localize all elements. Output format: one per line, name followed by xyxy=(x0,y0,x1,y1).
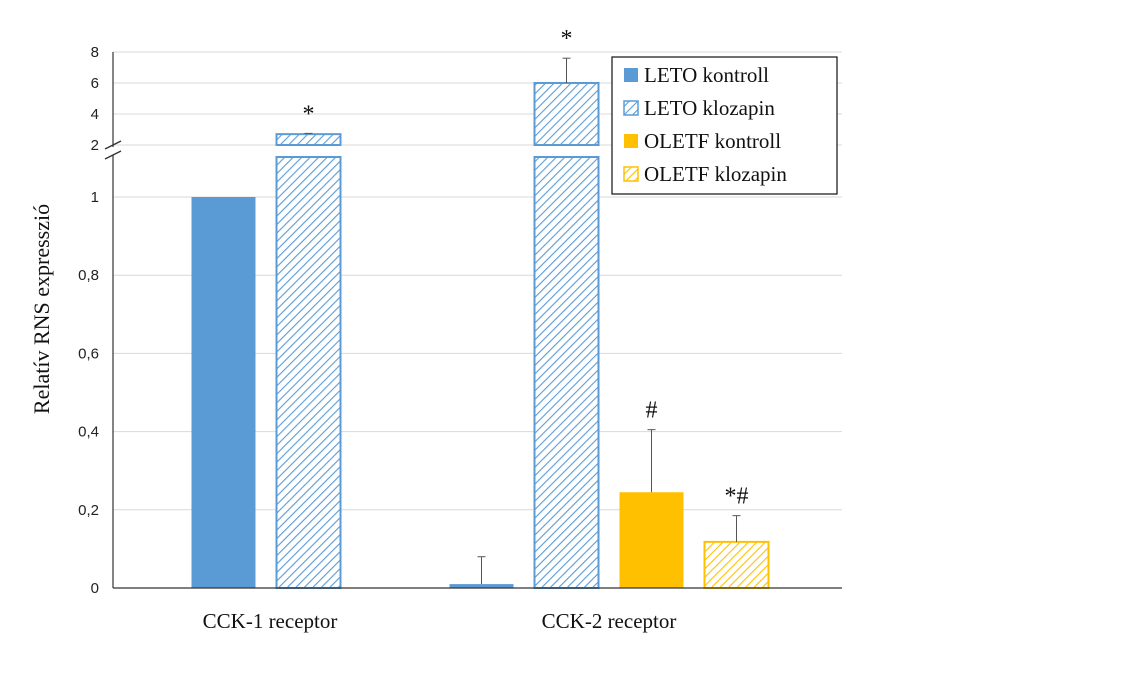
bar-leto-kontroll-1 xyxy=(191,197,256,588)
y-tick-label: 2 xyxy=(91,137,99,154)
error-bars xyxy=(304,57,741,585)
y-tick-label: 0,6 xyxy=(78,345,99,362)
significance-marker: * xyxy=(561,26,573,52)
axis-break-mark xyxy=(104,140,122,150)
legend-entry: OLETF kontroll xyxy=(644,129,781,153)
y-tick-label: 6 xyxy=(91,75,99,92)
y-tick-label: 0,8 xyxy=(78,267,99,284)
y-tick-label: 1 xyxy=(91,189,99,206)
x-category-label: CCK-1 receptor xyxy=(203,609,338,633)
significance-marker: # xyxy=(646,398,658,424)
y-tick-label: 4 xyxy=(91,106,99,123)
legend-entry: LETO klozapin xyxy=(644,96,775,120)
axes: 0 0,2 0,4 0,6 0,8 1 2 4 6 8 CCK-1 receptor CCK-2 re… xyxy=(78,44,842,633)
bar-leto-klozapin-2-upper xyxy=(533,82,600,146)
y-tick-label: 0 xyxy=(91,580,99,597)
legend-swatch xyxy=(623,166,639,182)
bar-oletf-klozapin-2 xyxy=(703,540,770,589)
y-tick-label: 0,4 xyxy=(78,424,99,441)
significance-marker: *# xyxy=(725,484,749,510)
significance-annotations: **#*# xyxy=(303,26,749,509)
bars xyxy=(191,82,770,589)
y-tick-label: 8 xyxy=(91,44,99,61)
bar-leto-klozapin-1-upper xyxy=(275,133,342,146)
legend-entry: OLETF klozapin xyxy=(644,162,787,186)
legend-swatch xyxy=(624,134,638,148)
x-category-label: CCK-2 receptor xyxy=(542,609,677,633)
legend-swatch xyxy=(623,100,639,116)
bar-oletf-kontroll-2 xyxy=(619,492,684,588)
significance-marker: * xyxy=(303,101,315,127)
legend-box xyxy=(611,56,838,195)
legend-swatch xyxy=(624,68,638,82)
y-axis-label: Relatív RNS expresszió xyxy=(29,204,54,414)
y-tick-label: 0,2 xyxy=(78,502,99,519)
bar-leto-klozapin-2-lower xyxy=(533,156,600,589)
legend-entry: LETO kontroll xyxy=(644,63,769,87)
bar-leto-kontroll-2 xyxy=(449,584,514,588)
legend: LETO kontroll LETO klozapin OLETF kontroll… xyxy=(611,56,838,195)
bar-leto-klozapin-1-lower xyxy=(275,156,342,589)
axis-break-mark xyxy=(104,150,122,160)
